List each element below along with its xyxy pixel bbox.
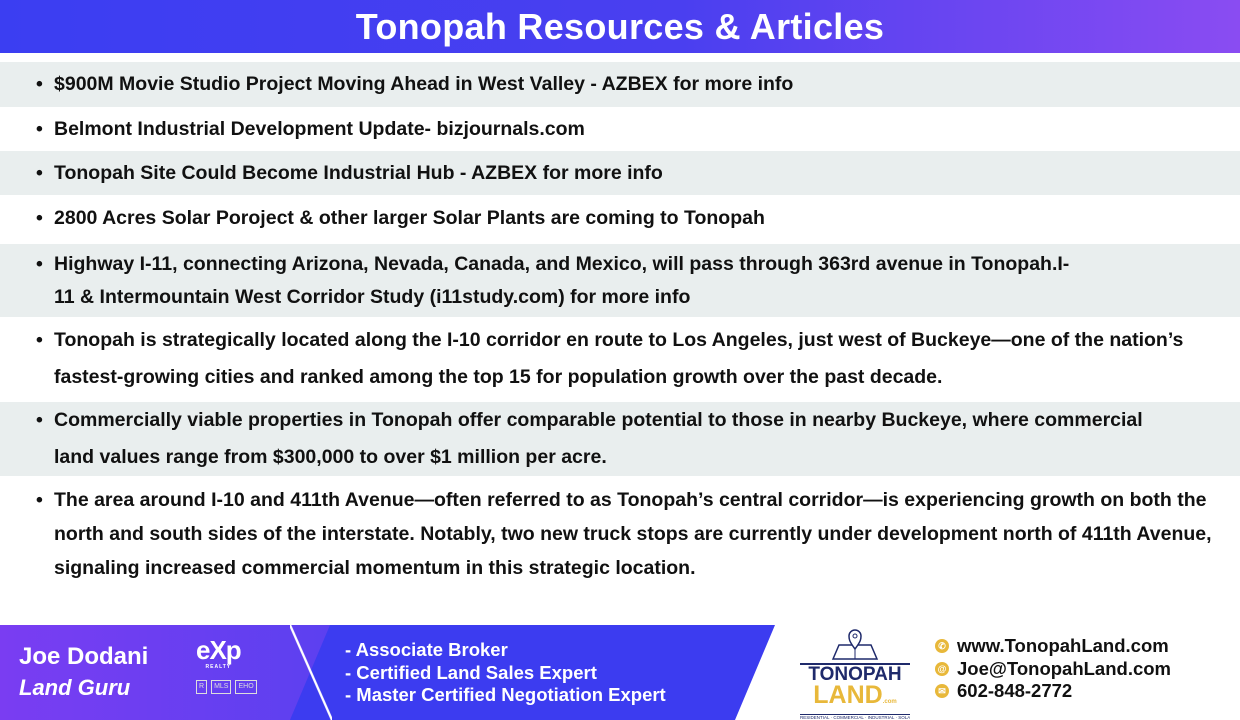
article-text: 2800 Acres Solar Poroject & other larger… (36, 202, 1240, 235)
credentials-list: - Associate Broker - Certified Land Sale… (345, 639, 666, 707)
at-icon: @ (935, 661, 949, 676)
credential-item: - Master Certified Negotiation Expert (345, 684, 666, 705)
contact-text: www.TonopahLand.com (957, 635, 1169, 656)
badges: R MLS EHO (196, 680, 257, 694)
article-item[interactable]: Highway I-11, connecting Arizona, Nevada… (0, 244, 1240, 317)
mls-icon: MLS (211, 680, 232, 694)
logo-land: LAND (813, 681, 883, 709)
mail-icon: ✉ (935, 684, 949, 699)
contact-list: ✆ www.TonopahLand.com @ Joe@TonopahLand.co… (935, 635, 1171, 703)
map-pin-icon (831, 629, 879, 660)
tonopah-land-logo: TONOPAH LAND.com RESIDENTIAL · COMMERCIA… (800, 625, 910, 720)
credential-item: - Certified Land Sales Expert (345, 661, 597, 683)
agent-title: Land Guru (19, 675, 131, 700)
article-item: The area around I-10 and 411th Avenue—of… (0, 478, 1240, 590)
article-text: $900M Movie Studio Project Moving Ahead … (36, 68, 1240, 101)
logo-suffix: .com (882, 699, 897, 705)
article-item: Commercially viable properties in Tonopa… (0, 402, 1240, 476)
logo-line1: TONOPAH (800, 663, 910, 684)
logo-line2: LAND.com (800, 681, 910, 714)
exp-logo-text: eXp (196, 635, 242, 665)
article-item[interactable]: Tonopah Site Could Become Industrial Hub… (0, 151, 1240, 195)
article-text: Commercially viable properties in Tonopa… (36, 402, 1180, 476)
contact-phone[interactable]: ✉ 602-848-2772 (935, 680, 1171, 703)
contact-text: Joe@TonopahLand.com (957, 657, 1172, 679)
footer: Joe Dodani Land Guru eXp REALTY R MLS EHO… (0, 625, 1240, 720)
exp-realty-logo: eXp REALTY (196, 635, 242, 670)
article-text: The area around I-10 and 411th Avenue—of… (36, 483, 1220, 585)
logo-tagline: RESIDENTIAL · COMMERCIAL · INDUSTRIAL · … (800, 714, 910, 720)
contact-text: 602-848-2772 (957, 680, 1073, 701)
article-item: Tonopah is strategically located along t… (0, 318, 1240, 400)
footer-credentials-panel (290, 625, 775, 720)
article-text: Tonopah is strategically located along t… (36, 322, 1200, 396)
page-title: Tonopah Resources & Articles (355, 5, 885, 47)
page-header: Tonopah Resources & Articles (0, 0, 1240, 53)
phone-icon: ✆ (935, 639, 949, 654)
divider (290, 625, 332, 720)
article-item[interactable]: 2800 Acres Solar Poroject & other larger… (0, 195, 1240, 241)
exp-logo-sub: REALTY (205, 664, 232, 670)
contact-email[interactable]: @ Joe@TonopahLand.com (935, 658, 1171, 681)
realtor-icon: R (196, 680, 208, 694)
footer-agent-panel (0, 625, 330, 720)
credential-item: - Associate Broker (345, 639, 508, 660)
contact-website[interactable]: ✆ www.TonopahLand.com (935, 635, 1171, 658)
article-item[interactable]: Belmont Industrial Development Update- b… (0, 107, 1240, 151)
article-text: Tonopah Site Could Become Industrial Hub… (36, 157, 1240, 190)
agent-name: Joe Dodani (19, 643, 149, 670)
article-text: Highway I-11, connecting Arizona, Nevada… (36, 248, 1080, 314)
article-item[interactable]: $900M Movie Studio Project Moving Ahead … (0, 62, 1240, 107)
equal-housing-icon: EHO (235, 680, 257, 694)
article-text: Belmont Industrial Development Update- b… (36, 113, 1240, 146)
